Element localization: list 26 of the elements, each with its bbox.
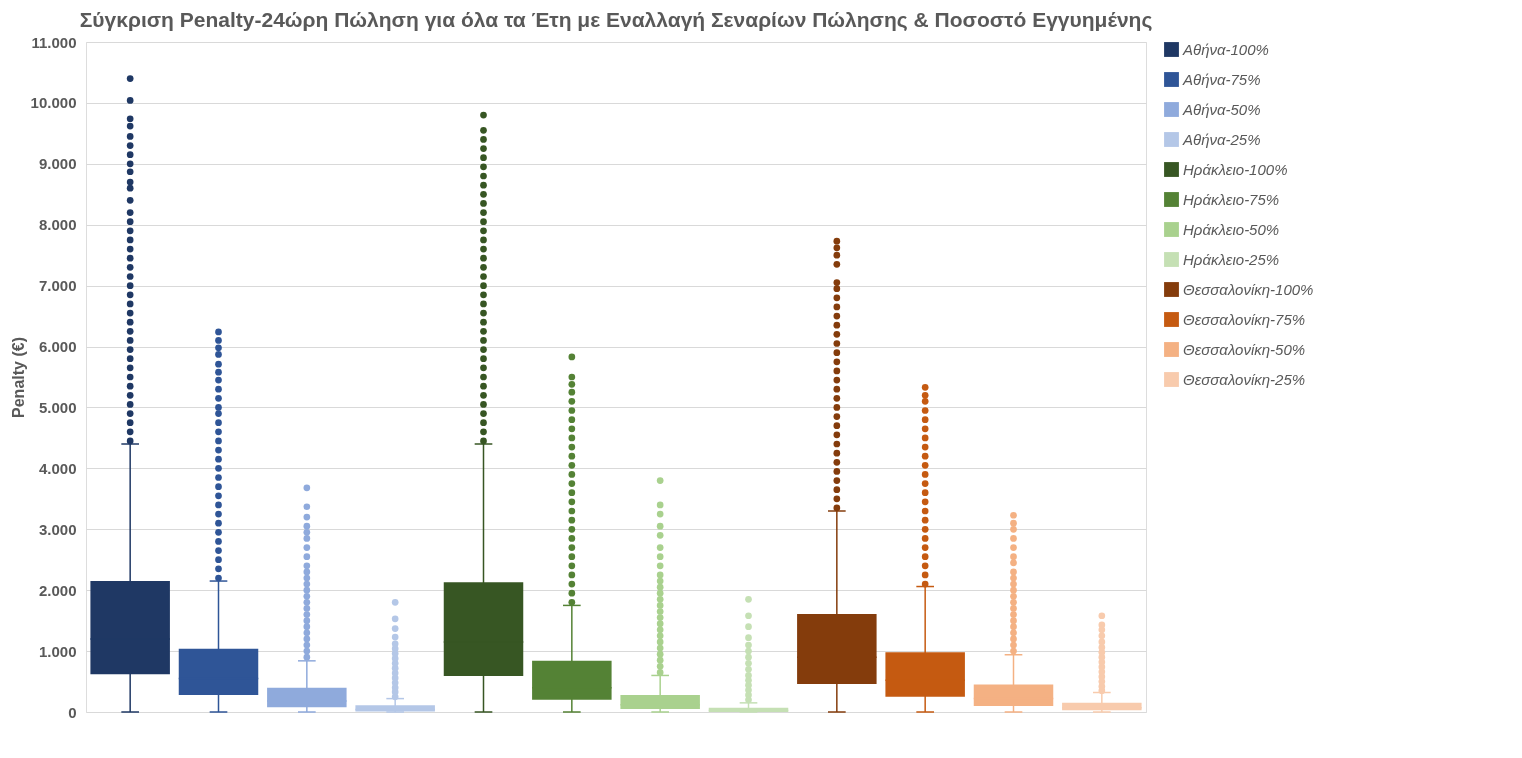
y-tick-label: 0 — [68, 703, 77, 721]
y-tick-label: 10.000 — [30, 94, 77, 112]
legend-label: Ηράκλειο-100% — [1183, 160, 1288, 178]
y-tick-label: 5.000 — [38, 398, 77, 416]
y-tick-label: 2.000 — [38, 581, 77, 599]
y-tick-label: 7.000 — [38, 277, 77, 295]
legend-label: Ηράκλειο-50% — [1183, 220, 1280, 238]
y-tick-label: 11.000 — [31, 33, 77, 51]
legend-label: Θεσσαλονίκη-25% — [1183, 370, 1306, 388]
legend-label: Ηράκλειο-75% — [1183, 190, 1280, 208]
legend-label: Θεσσαλονίκη-100% — [1183, 280, 1314, 298]
y-tick-label: 1.000 — [38, 642, 77, 660]
legend-label: Θεσσαλονίκη-75% — [1183, 310, 1306, 328]
y-tick-label: 4.000 — [38, 459, 77, 477]
chart-title: Σύγκριση Penalty-24ώρη Πώληση για όλα τα Έτη με Εναλλαγή Σεναρίων Πώλησης & Ποσοστό Εγγυημένης — [79, 8, 1153, 32]
legend-label: Αθήνα-75% — [1182, 70, 1261, 88]
y-tick-label: 3.000 — [38, 520, 77, 538]
y-axis-title: Penalty (€) — [9, 337, 27, 418]
y-tick-label: 6.000 — [38, 338, 77, 356]
legend-label: Αθήνα-50% — [1182, 100, 1261, 118]
legend-label: Ηράκλειο-25% — [1183, 250, 1280, 268]
y-tick-label: 9.000 — [38, 155, 77, 173]
y-tick-label: 8.000 — [38, 216, 77, 234]
legend-label: Αθήνα-25% — [1182, 130, 1261, 148]
legend-label: Αθήνα-100% — [1182, 40, 1269, 58]
legend-label: Θεσσαλονίκη-50% — [1183, 340, 1306, 358]
